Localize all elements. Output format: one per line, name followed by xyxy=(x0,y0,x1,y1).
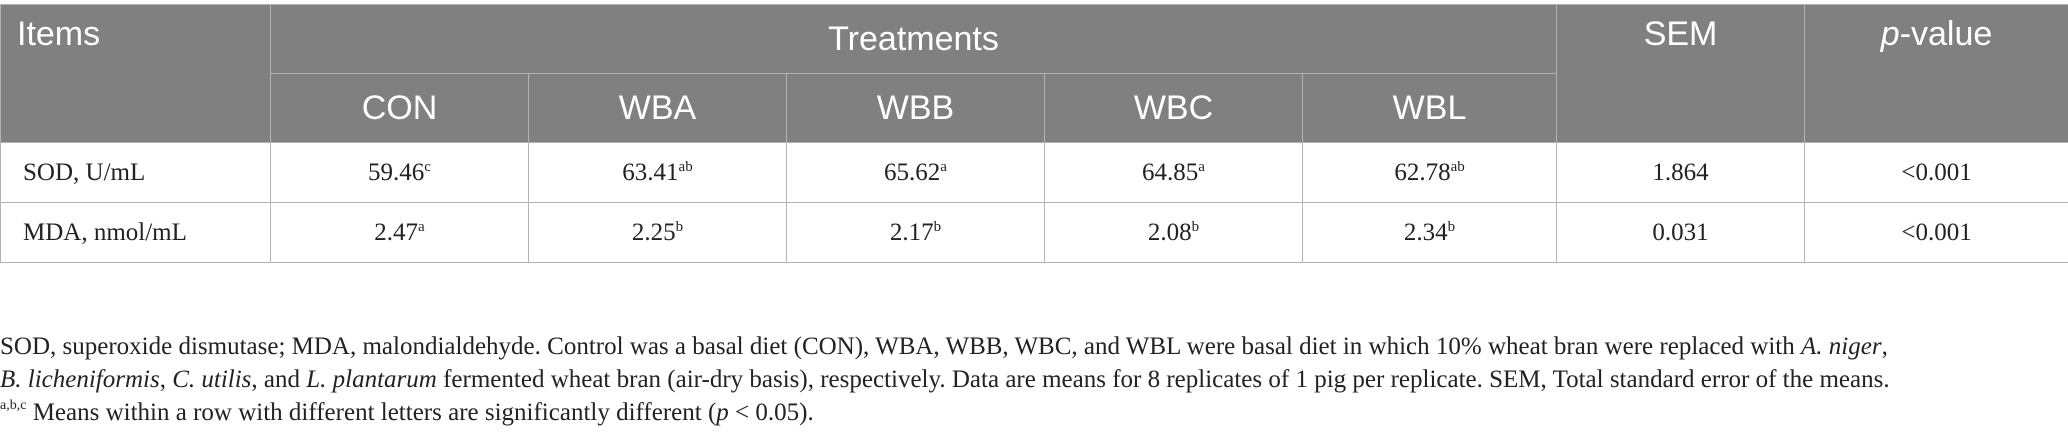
significance-letter: b xyxy=(933,218,942,235)
footnote-species: A. niger xyxy=(1801,333,1882,360)
significance-letter: b xyxy=(1191,218,1200,235)
cell-mda-wbl: 2.34b xyxy=(1301,202,1558,263)
cell-sod-wba: 63.41ab xyxy=(528,142,787,203)
value: 65.62 xyxy=(884,158,941,186)
footnote-text: < 0.05). xyxy=(728,399,814,426)
significance-letter: ab xyxy=(1450,158,1465,175)
cell-sod-sem: 1.864 xyxy=(1556,142,1806,203)
significance-letter: a xyxy=(940,158,947,175)
items-header: Items xyxy=(0,4,271,143)
footnote-superscript: a,b,c xyxy=(0,398,27,413)
value: 62.78 xyxy=(1394,158,1451,186)
footnote-text: , xyxy=(1881,333,1888,360)
table-row-mda: MDA, nmol/mL 2.47a 2.25b 2.17b 2.08b 2.3… xyxy=(0,202,2068,263)
pvalue-header-rest: -value xyxy=(1899,15,1993,53)
results-table: Items Treatments SEM p-value CON WBA WBB… xyxy=(0,4,2068,263)
significance-letter: b xyxy=(1447,218,1456,235)
value: 2.17 xyxy=(889,218,934,246)
cell-mda-wba: 2.25b xyxy=(528,202,787,263)
value: 2.25 xyxy=(631,218,676,246)
significance-letter: a xyxy=(1198,158,1205,175)
cell-mda-wbc: 2.08b xyxy=(1044,202,1303,263)
cell-sod-wbl: 62.78ab xyxy=(1301,142,1558,203)
footnote-text: , xyxy=(159,366,173,393)
significance-letter: ab xyxy=(678,158,693,175)
value: 2.34 xyxy=(1403,218,1448,246)
value: 2.47 xyxy=(374,218,419,246)
significance-letter: a xyxy=(418,218,425,235)
significance-letter: b xyxy=(675,218,684,235)
group-header-wbc: WBC xyxy=(1044,73,1303,143)
cell-sod-con: 59.46c xyxy=(270,142,529,203)
footnote-species: C. utilis xyxy=(172,366,252,393)
value: 59.46 xyxy=(368,158,425,186)
pvalue-header: p-value xyxy=(1804,4,2068,143)
group-header-con: CON xyxy=(270,73,529,143)
cell-sod-pvalue: <0.001 xyxy=(1804,142,2068,203)
cell-mda-sem: 0.031 xyxy=(1556,202,1806,263)
footnote-text: , and xyxy=(251,366,307,393)
treatments-header: Treatments xyxy=(269,4,1558,74)
sem-header: SEM xyxy=(1556,4,1806,143)
footnote-abbreviations: SOD, superoxide dismutase; MDA, malondia… xyxy=(0,330,2060,396)
table-row-sod: SOD, U/mL 59.46c 63.41ab 65.62a 64.85a 6… xyxy=(0,142,2068,203)
significance-letter: c xyxy=(424,158,431,175)
footnote-text: SOD, superoxide dismutase; MDA, malondia… xyxy=(0,333,1802,360)
group-header-wba: WBA xyxy=(528,73,787,143)
table-header: Items Treatments SEM p-value CON WBA WBB… xyxy=(0,4,2068,143)
cell-mda-con: 2.47a xyxy=(270,202,529,263)
cell-mda-pvalue: <0.001 xyxy=(1804,202,2068,263)
results-table-container: Items Treatments SEM p-value CON WBA WBB… xyxy=(0,4,2068,263)
group-header-wbl: WBL xyxy=(1301,73,1558,143)
pvalue-header-p: p xyxy=(1880,15,1900,53)
value: 2.08 xyxy=(1147,218,1192,246)
cell-sod-wbc: 64.85a xyxy=(1044,142,1303,203)
footnote-significance: a,b,c Means within a row with different … xyxy=(0,396,2060,429)
footnote-species: B. licheniformis xyxy=(0,366,160,393)
value: 63.41 xyxy=(622,158,679,186)
cell-mda-wbb: 2.17b xyxy=(786,202,1045,263)
footnote-species: L. plantarum xyxy=(306,366,437,393)
cell-sod-wbb: 65.62a xyxy=(786,142,1045,203)
footnote-text: Means within a row with different letter… xyxy=(26,399,717,426)
value: 64.85 xyxy=(1142,158,1199,186)
table-body: SOD, U/mL 59.46c 63.41ab 65.62a 64.85a 6… xyxy=(0,142,2068,263)
row-label-sod: SOD, U/mL xyxy=(0,142,271,203)
footnote-text: fermented wheat bran (air-dry basis), re… xyxy=(436,366,1890,393)
table-footnotes: SOD, superoxide dismutase; MDA, malondia… xyxy=(0,330,2060,429)
row-label-mda: MDA, nmol/mL xyxy=(0,202,271,263)
footnote-p-symbol: p xyxy=(716,399,729,426)
group-header-wbb: WBB xyxy=(786,73,1045,143)
